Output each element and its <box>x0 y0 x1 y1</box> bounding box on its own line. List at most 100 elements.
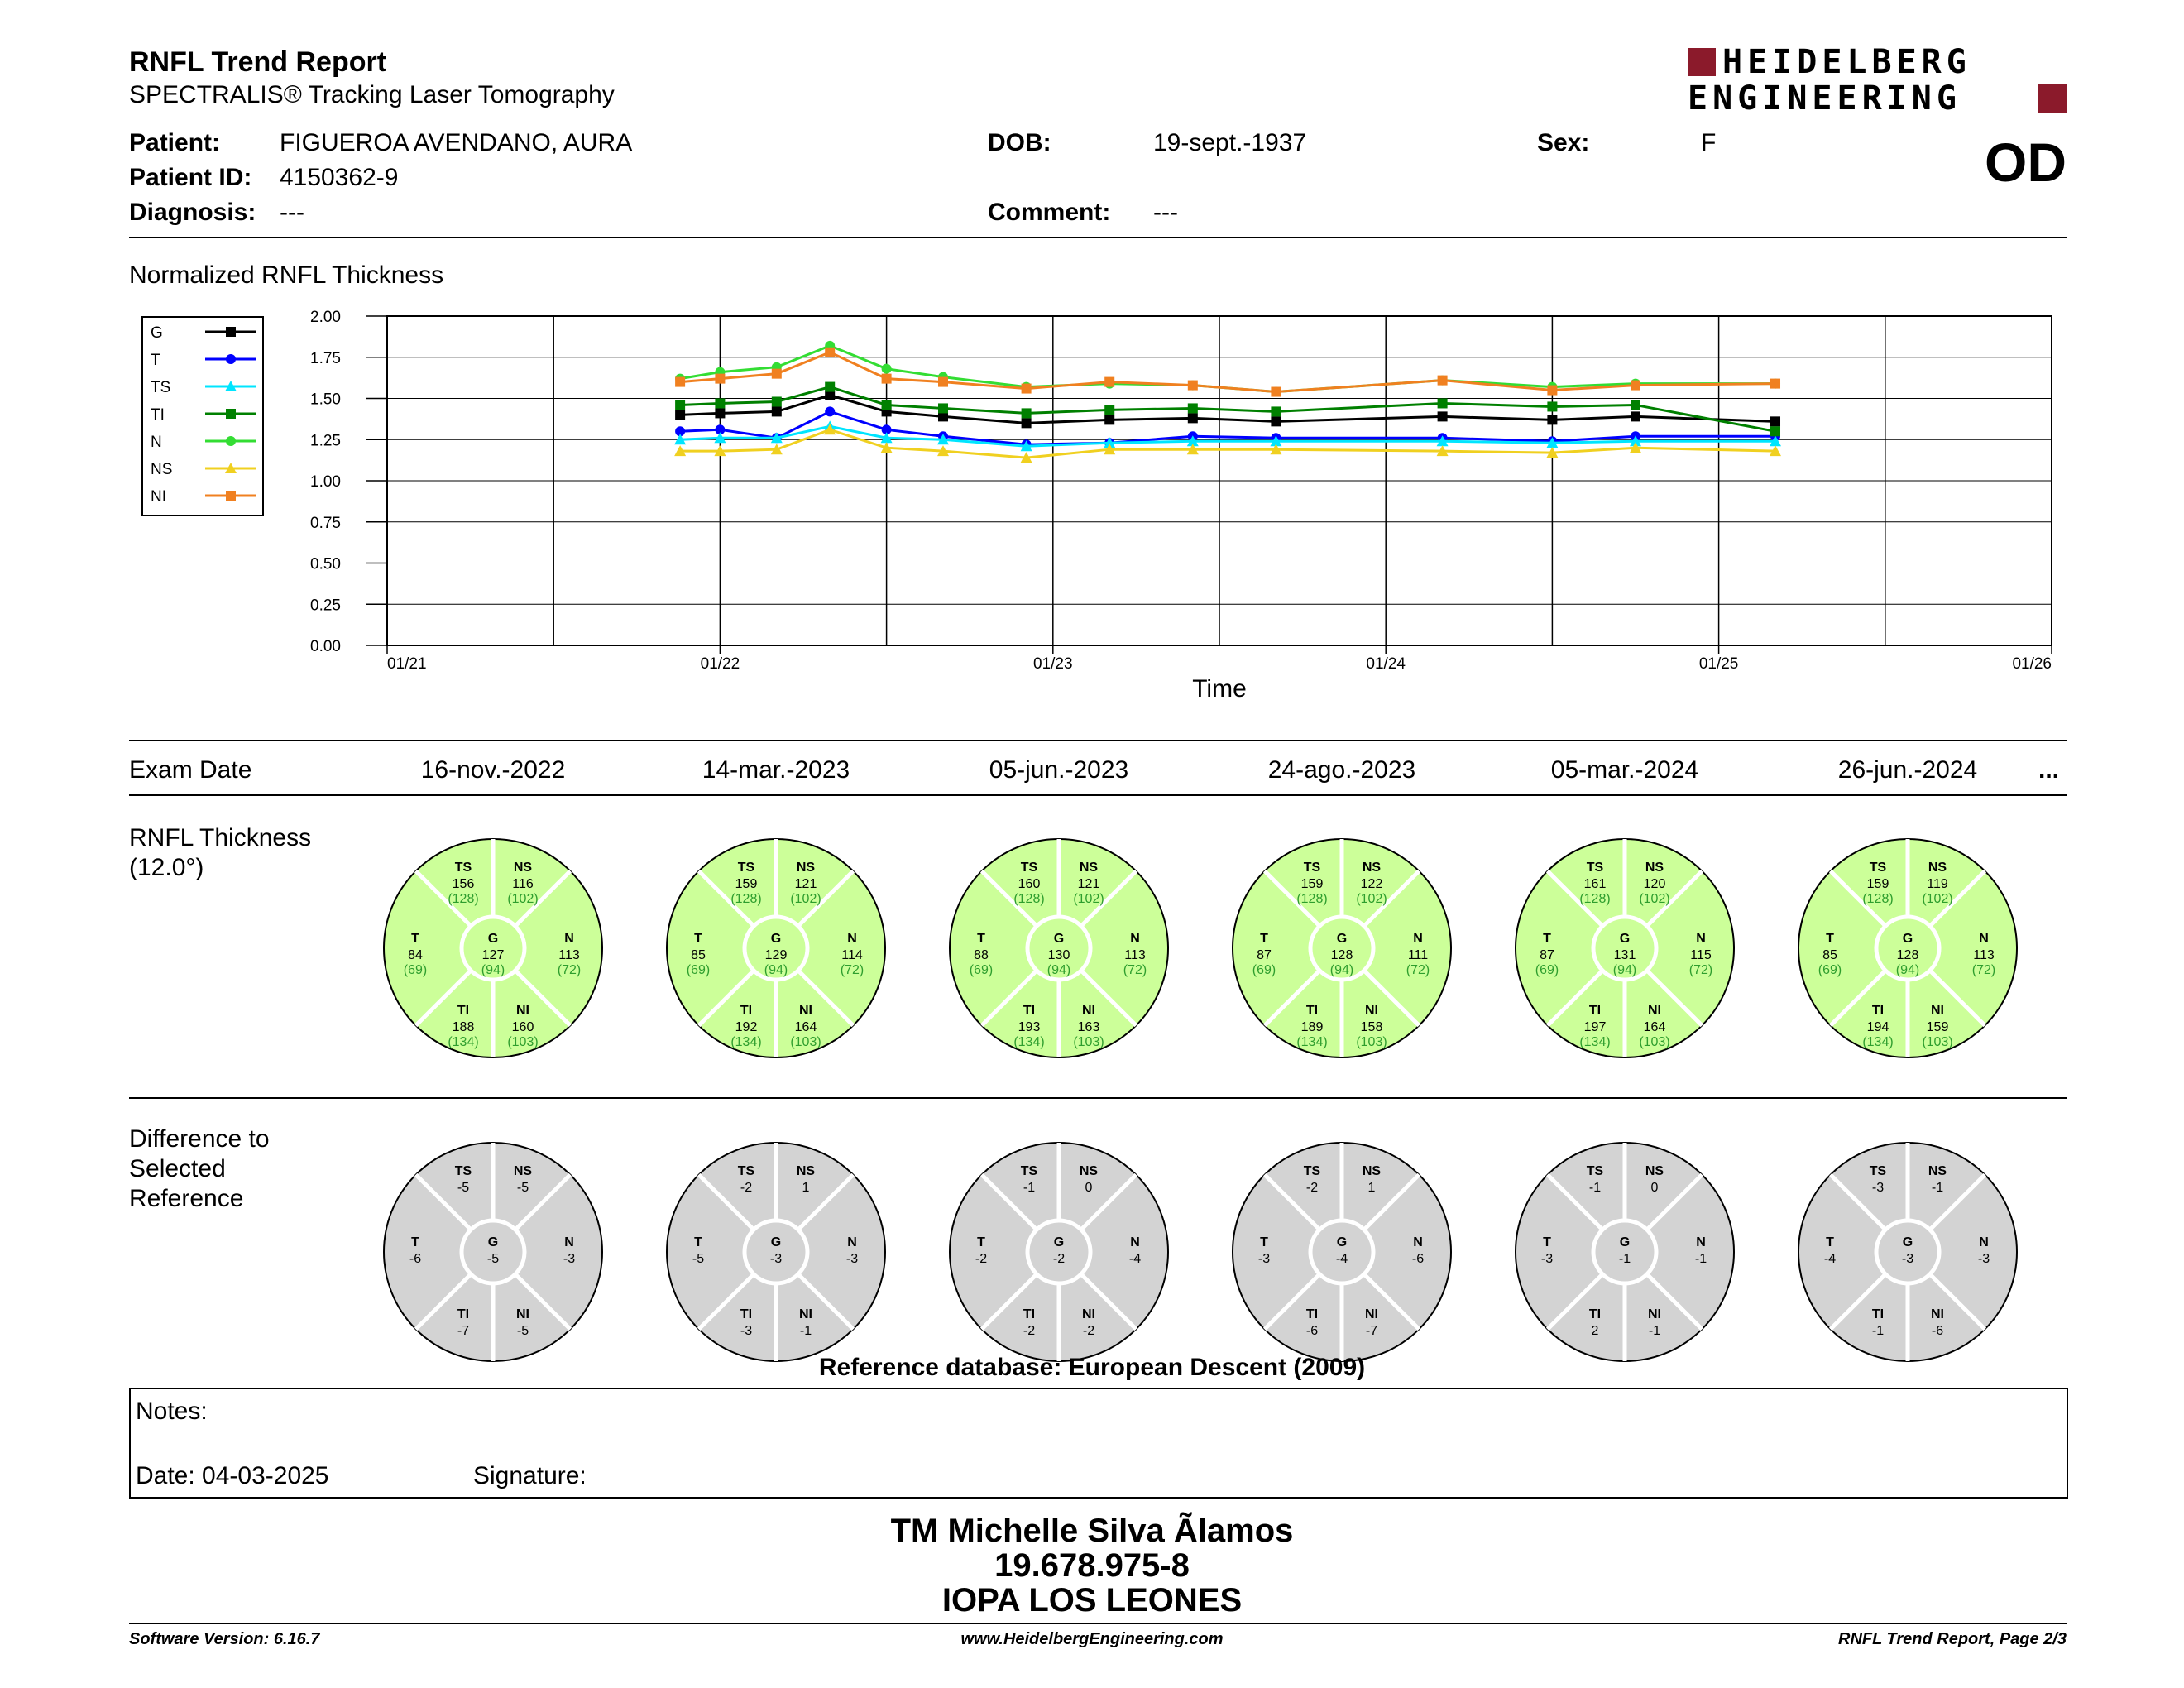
logo-line1: HEIDELBERG <box>1722 43 1971 81</box>
data-point-ti <box>675 400 686 410</box>
data-point-ts <box>1546 437 1559 448</box>
data-point-ts <box>1270 435 1282 447</box>
sector-label-ni: NI <box>799 1307 812 1321</box>
data-point-ns <box>1630 442 1641 453</box>
sector-reference-ts: (128) <box>730 892 761 906</box>
data-point-ti <box>825 381 836 392</box>
legend-box <box>141 316 264 516</box>
sector-label-ns: NS <box>1928 861 1947 875</box>
chart-legend: GT TS TI N NS NI <box>141 316 264 516</box>
sector-label-g: G <box>1337 1235 1347 1249</box>
thickness-circle: TS160(128)NS121(102)T88(69)G130(94)N113(… <box>949 838 1169 1058</box>
data-point-ni <box>1021 383 1032 394</box>
sector-inner-circle <box>459 914 527 982</box>
exam-date: 05-jun.-2023 <box>989 756 1129 784</box>
sector-value-ns: 0 <box>1651 1181 1659 1195</box>
sector-value-ns: 120 <box>1644 877 1666 891</box>
sector-value-ti: 189 <box>1301 1020 1324 1034</box>
sector-reference-g: (94) <box>1613 963 1636 977</box>
sector-label-ns: NS <box>797 1164 816 1178</box>
sector-value-ni: -7 <box>1366 1324 1377 1338</box>
sector-reference-n: (72) <box>1972 963 1995 977</box>
sector-reference-ti: (134) <box>1579 1035 1610 1049</box>
sector-divider <box>979 969 1038 1028</box>
sector-divider <box>1262 1273 1321 1331</box>
legend-label: NI <box>151 488 166 506</box>
series-line-ns <box>680 428 1776 459</box>
data-point-ns <box>1436 445 1449 457</box>
exam-divider-top <box>129 740 2067 741</box>
sector-value-t: -3 <box>1541 1252 1553 1266</box>
more-exams-indicator[interactable]: ... <box>2038 756 2060 784</box>
sector-value-ns: 1 <box>802 1181 810 1195</box>
sector-value-n: -1 <box>1695 1252 1707 1266</box>
sector-circles: TS156(128)NS116(102)T84(69)G127(94)N113(… <box>383 838 2018 1362</box>
data-point-g <box>771 406 782 417</box>
data-point-ni <box>825 347 836 357</box>
sector-label-n: N <box>1696 932 1706 946</box>
sector-value-g: -1 <box>1619 1252 1631 1266</box>
sector-value-ns: 119 <box>1927 877 1948 891</box>
sector-value-ni: -1 <box>800 1324 812 1338</box>
data-point-ni <box>1187 380 1198 391</box>
sector-divider <box>514 1172 572 1231</box>
sector-reference-ts: (128) <box>1296 892 1327 906</box>
sector-divider <box>414 1172 472 1231</box>
sector-label-g: G <box>771 1235 781 1249</box>
sector-label-n: N <box>1979 1235 1989 1249</box>
sector-value-ti: -7 <box>457 1324 469 1338</box>
sector-label-t: T <box>1260 932 1268 946</box>
data-point-ts <box>1020 440 1032 452</box>
series-ni <box>675 347 1781 397</box>
sector-divider <box>797 1172 855 1231</box>
sector-reference-ns: (102) <box>1922 892 1952 906</box>
difference-circle: TS -1 NS 0 T -3 G -1 N -1 TI 2 NI -1 <box>1515 1142 1735 1362</box>
report-subtitle: SPECTRALIS® Tracking Laser Tomography <box>129 81 615 108</box>
data-point-ti <box>771 396 782 407</box>
sector-label-t: T <box>411 1235 419 1249</box>
page-indicator: RNFL Trend Report, Page 2/3 <box>1838 1630 2067 1648</box>
sector-label-g: G <box>488 932 498 946</box>
data-point-ti <box>1271 406 1281 417</box>
sector-label-ns: NS <box>1645 1164 1664 1178</box>
difference-label-3: Reference <box>129 1185 244 1212</box>
sector-label-ts: TS <box>1304 1164 1321 1178</box>
sector-divider <box>1928 869 1987 928</box>
sector-value-g: -3 <box>770 1252 782 1266</box>
data-point-ti <box>881 400 892 410</box>
diagnosis-label: Diagnosis: <box>129 199 256 226</box>
sector-value-ni: 164 <box>795 1020 817 1034</box>
sector-value-t: -3 <box>1258 1252 1270 1266</box>
sector-divider <box>1828 1172 1887 1231</box>
sector-reference-ni: (103) <box>1639 1035 1669 1049</box>
data-point-t <box>825 406 836 417</box>
chart-y-axis: 0.00 0.25 0.50 0.75 1.00 1.25 1.50 1.75 2.00 <box>310 309 387 655</box>
chart-x-label: Time <box>1192 675 1247 703</box>
x-tick-label: 01/24 <box>1366 655 1406 673</box>
rnfl-trend-chart: GT TS TI N NS NI 0.00 0.25 0.50 0.75 1.00 1.25 1.50… <box>141 309 2052 703</box>
sector-inner-circle <box>459 1218 527 1286</box>
sector-divider <box>1545 869 1604 928</box>
sector-divider <box>1645 1172 1704 1231</box>
sector-label-n: N <box>1979 932 1989 946</box>
data-point-g <box>825 390 836 400</box>
sector-value-t: 84 <box>408 948 423 962</box>
data-point-g <box>1271 416 1281 427</box>
patient-name: FIGUEROA AVENDANO, AURA <box>280 129 633 156</box>
data-point-ns <box>1546 447 1559 458</box>
sector-label-ns: NS <box>1363 1164 1382 1178</box>
legend-label: G <box>151 324 163 342</box>
sector-value-ts: 156 <box>453 877 475 891</box>
sector-value-ns: 121 <box>1078 877 1100 891</box>
sector-divider <box>1363 1273 1421 1331</box>
thickness-circle: TS159(128)NS119(102)T85(69)G128(94)N113(… <box>1798 838 2018 1058</box>
data-point-ts <box>1104 437 1116 448</box>
x-tick-label: 01/26 <box>2012 655 2052 673</box>
sector-divider <box>1545 1172 1604 1231</box>
data-point-ni <box>1770 378 1781 389</box>
data-point-t <box>881 424 892 435</box>
difference-label-2: Selected <box>129 1155 226 1182</box>
sector-value-g: 128 <box>1331 948 1353 962</box>
website-link[interactable]: www.HeidelbergEngineering.com <box>960 1630 1224 1648</box>
logo-line2: ENGINEERING <box>1688 79 1961 117</box>
